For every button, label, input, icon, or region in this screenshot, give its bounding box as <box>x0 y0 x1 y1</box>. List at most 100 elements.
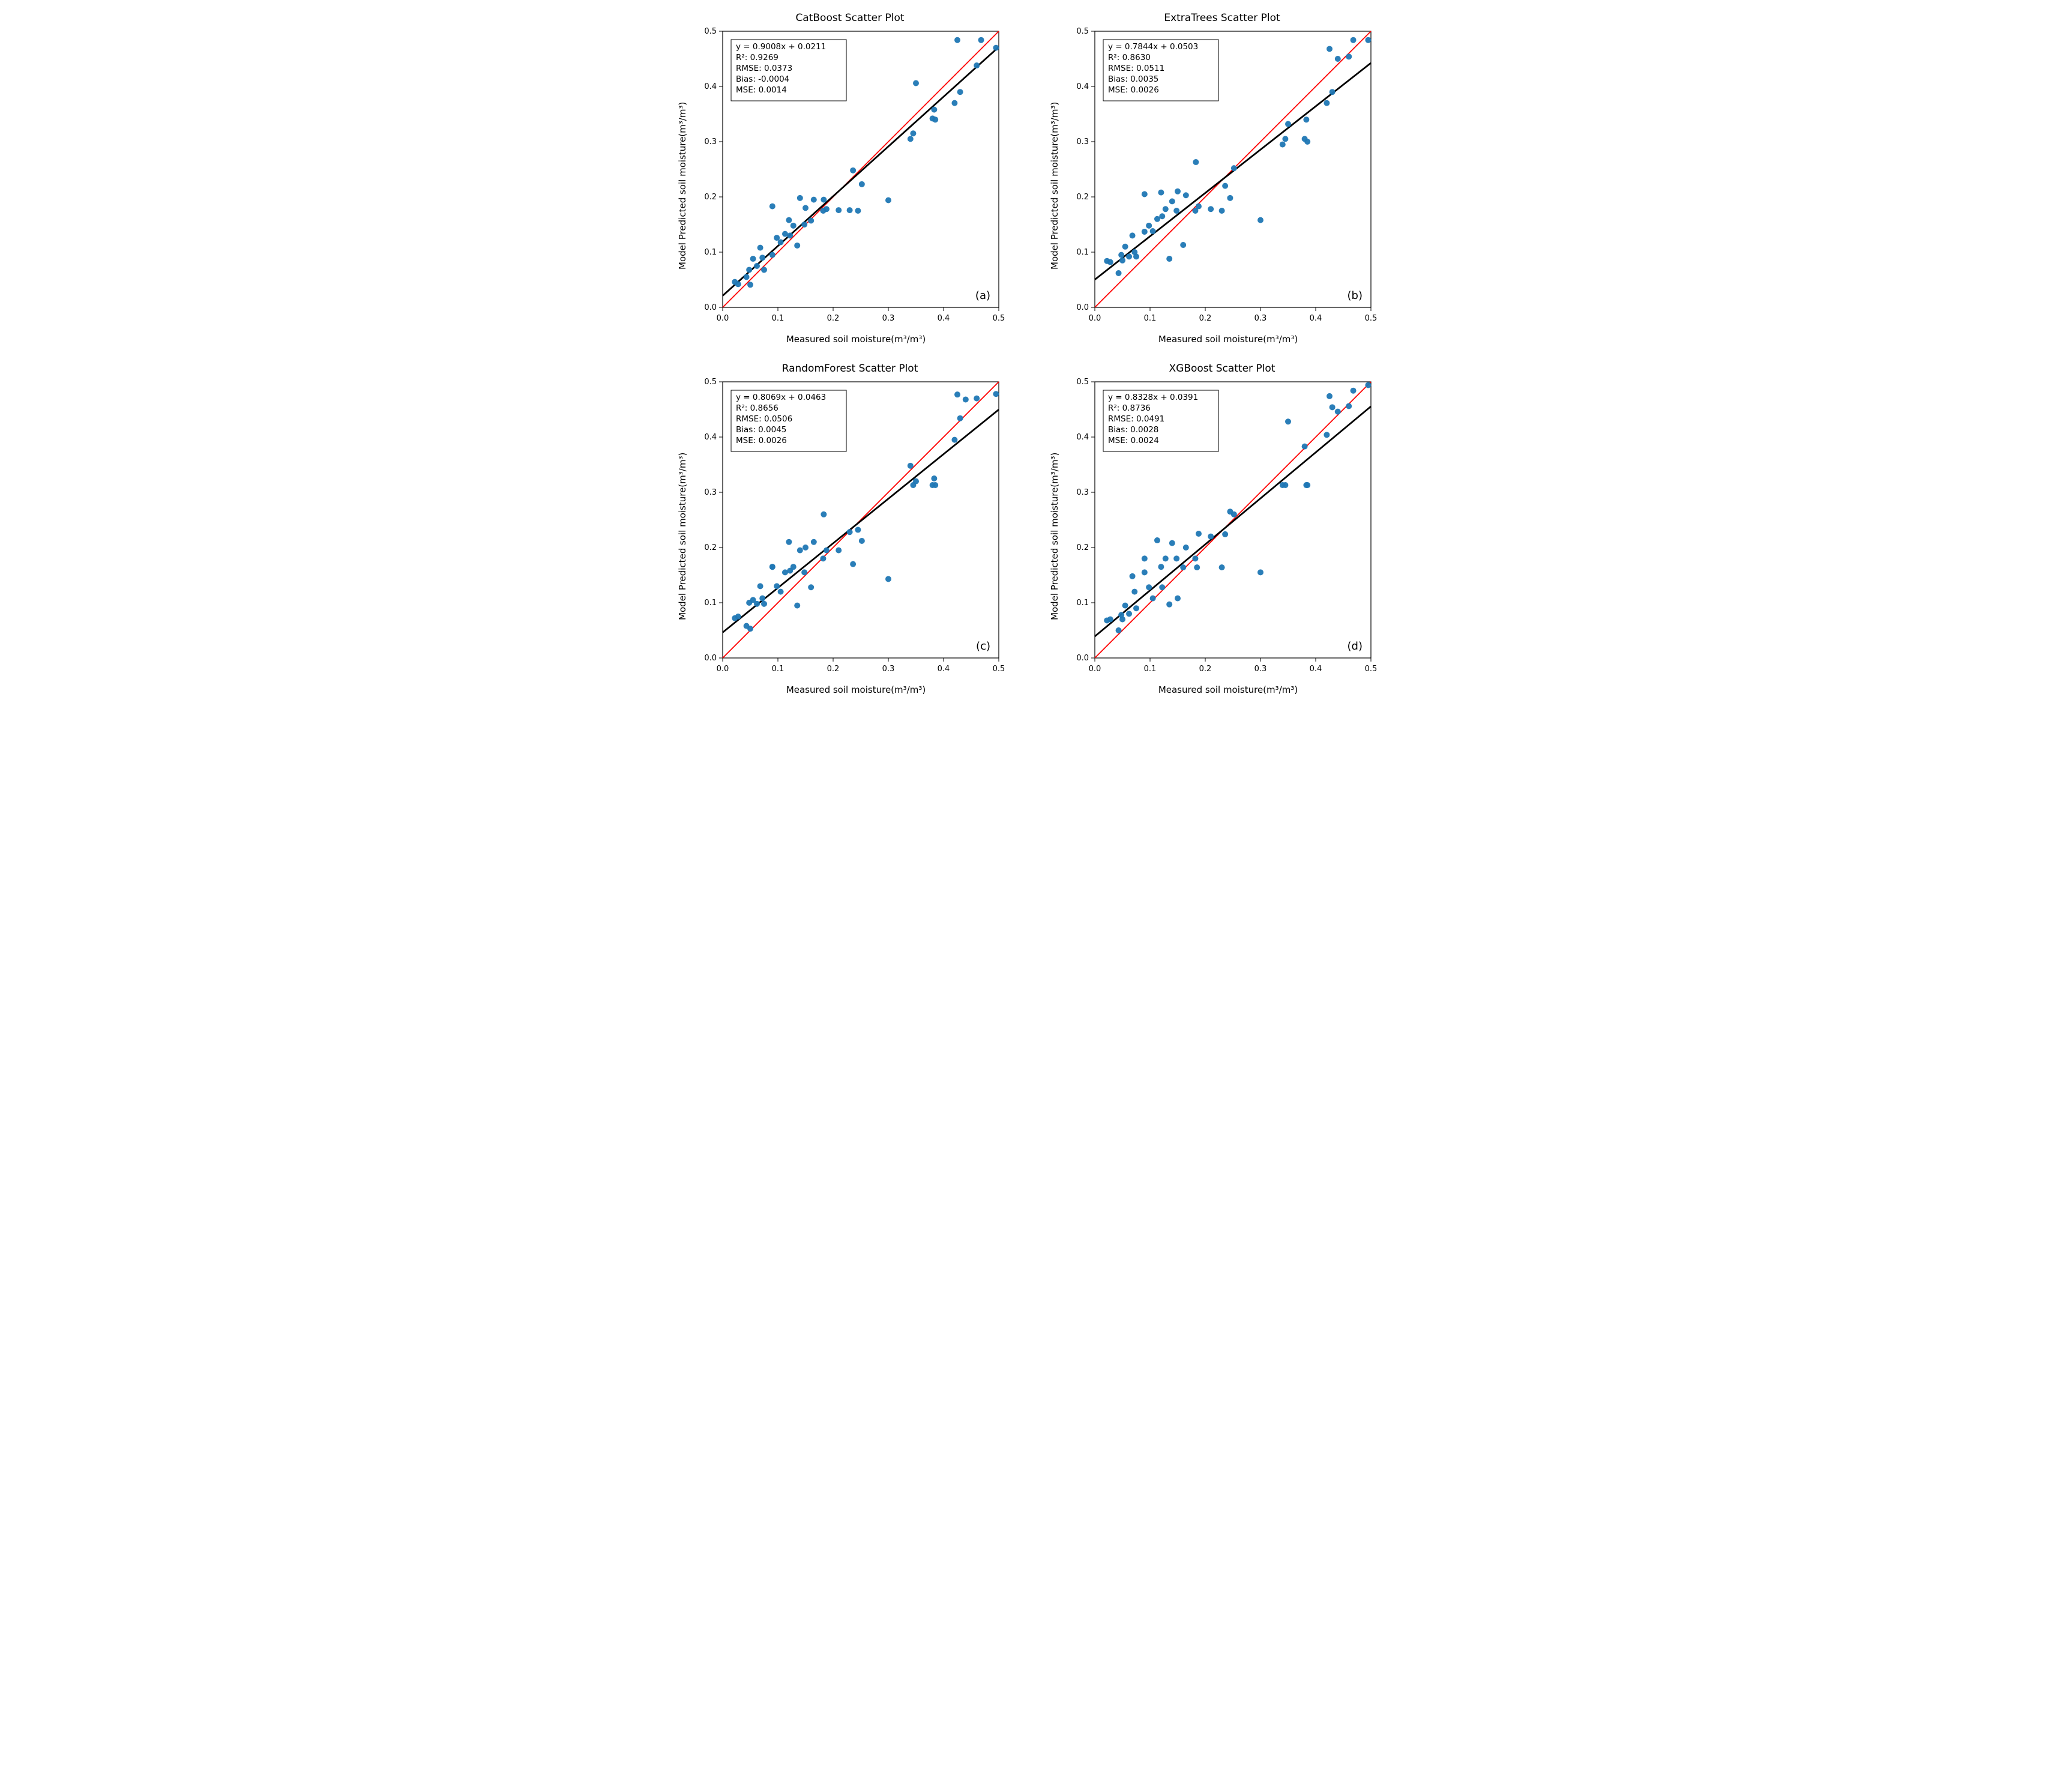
data-point <box>1208 206 1214 212</box>
data-point <box>954 37 960 43</box>
data-point <box>993 391 999 397</box>
data-point <box>778 239 784 245</box>
stats-line: y = 0.9008x + 0.0211 <box>736 42 826 52</box>
data-point <box>859 181 865 187</box>
data-point <box>850 167 856 173</box>
data-point <box>754 263 760 269</box>
stats-line: MSE: 0.0026 <box>736 436 787 445</box>
data-point <box>1119 258 1125 264</box>
x-tick-label: 0.2 <box>1199 665 1212 674</box>
x-tick-label: 0.5 <box>993 314 1005 323</box>
scatter-plot: 0.00.10.20.30.40.50.00.10.20.30.40.5y = … <box>1060 377 1378 683</box>
data-point <box>1222 183 1228 189</box>
data-point <box>1133 253 1139 259</box>
panel-b: ExtraTrees Scatter PlotModel Predicted s… <box>1048 12 1396 345</box>
stats-line: RMSE: 0.0511 <box>1108 64 1164 73</box>
x-tick-label: 0.4 <box>1310 665 1322 674</box>
data-point <box>1282 482 1288 488</box>
data-point <box>1346 403 1352 409</box>
panel-letter: (d) <box>1348 640 1363 653</box>
data-point <box>1159 584 1165 590</box>
data-point <box>1150 228 1156 234</box>
data-point <box>1194 564 1200 570</box>
x-tick-label: 0.3 <box>882 665 895 674</box>
data-point <box>811 539 817 545</box>
data-point <box>821 511 827 517</box>
data-point <box>1346 53 1352 59</box>
data-point <box>1116 627 1122 633</box>
data-point <box>1183 545 1189 551</box>
data-point <box>769 204 775 210</box>
y-tick-label: 0.3 <box>704 137 717 146</box>
data-point <box>963 396 969 402</box>
data-point <box>1122 244 1128 250</box>
data-point <box>801 569 807 575</box>
data-point <box>1327 393 1333 399</box>
data-point <box>1304 139 1310 145</box>
y-tick-label: 0.2 <box>1076 543 1089 552</box>
data-point <box>1146 584 1152 590</box>
x-axis-label: Measured soil moisture(m³/m³) <box>688 684 1024 695</box>
data-point <box>794 603 800 609</box>
data-point <box>850 561 856 567</box>
data-point <box>913 80 919 86</box>
plot-column: 0.00.10.20.30.40.50.00.10.20.30.40.5y = … <box>688 377 1024 695</box>
data-point <box>1219 208 1225 214</box>
data-point <box>836 207 842 213</box>
y-tick-label: 0.3 <box>1076 137 1089 146</box>
data-point <box>791 564 797 570</box>
x-axis-label: Measured soil moisture(m³/m³) <box>1060 684 1396 695</box>
panel-title: RandomForest Scatter Plot <box>676 363 1024 375</box>
data-point <box>1180 242 1186 248</box>
y-tick-label: 0.0 <box>1076 303 1089 312</box>
data-point <box>735 281 741 287</box>
data-point <box>1257 217 1263 223</box>
data-point <box>859 538 865 544</box>
data-point <box>1163 555 1169 561</box>
data-point <box>1173 555 1179 561</box>
data-point <box>847 207 853 213</box>
data-point <box>1303 116 1309 122</box>
data-point <box>747 626 753 632</box>
x-tick-label: 0.1 <box>772 665 785 674</box>
panel-title: ExtraTrees Scatter Plot <box>1048 12 1396 24</box>
plot-wrap: Model Predicted soil moisture(m³/m³)0.00… <box>1048 377 1396 695</box>
stats-line: MSE: 0.0026 <box>1108 85 1159 95</box>
data-point <box>803 205 809 211</box>
data-point <box>761 601 767 607</box>
scatter-plot: 0.00.10.20.30.40.50.00.10.20.30.40.5y = … <box>688 26 1006 333</box>
x-tick-label: 0.0 <box>1089 314 1101 323</box>
y-tick-label: 0.5 <box>704 378 717 387</box>
x-tick-label: 0.3 <box>1254 665 1267 674</box>
y-tick-label: 0.1 <box>1076 599 1089 608</box>
data-point <box>1327 46 1333 52</box>
data-point <box>1280 142 1286 148</box>
data-point <box>1175 189 1181 195</box>
panel-title: CatBoost Scatter Plot <box>676 12 1024 24</box>
stats-line: Bias: 0.0045 <box>736 425 786 435</box>
data-point <box>1163 206 1169 212</box>
data-point <box>735 614 741 620</box>
panel-letter: (a) <box>975 289 990 302</box>
data-point <box>757 583 763 589</box>
data-point <box>1192 555 1198 561</box>
data-point <box>824 206 830 212</box>
x-tick-label: 0.0 <box>717 665 729 674</box>
data-point <box>1130 232 1136 238</box>
x-axis-label: Measured soil moisture(m³/m³) <box>688 334 1024 345</box>
data-point <box>1154 537 1160 543</box>
stats-line: R²: 0.8630 <box>1108 53 1151 62</box>
stats-line: y = 0.8328x + 0.0391 <box>1108 393 1198 402</box>
data-point <box>951 100 957 106</box>
data-point <box>1227 195 1233 201</box>
data-point <box>957 415 963 421</box>
x-tick-label: 0.2 <box>1199 314 1212 323</box>
data-point <box>1219 564 1225 570</box>
panel-d: XGBoost Scatter PlotModel Predicted soil… <box>1048 363 1396 695</box>
data-point <box>931 475 937 481</box>
y-tick-label: 0.2 <box>1076 193 1089 202</box>
data-point <box>797 195 803 201</box>
data-point <box>1116 270 1122 276</box>
data-point <box>932 482 938 488</box>
stats-line: MSE: 0.0024 <box>1108 436 1159 445</box>
